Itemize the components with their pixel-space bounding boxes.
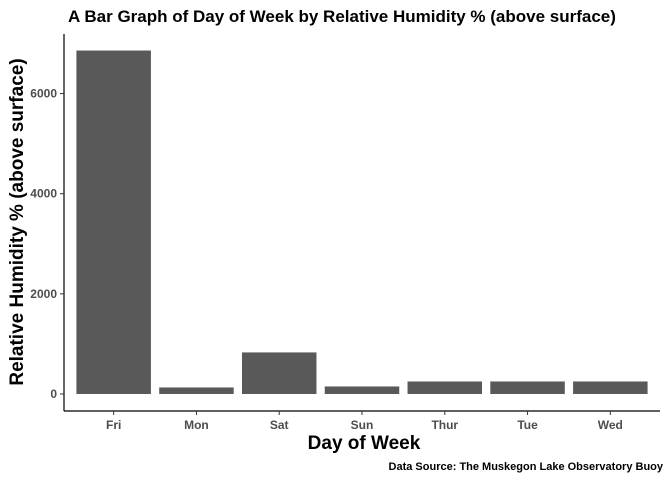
bar-tue: [490, 381, 565, 394]
y-axis-ticks: 0 2000 4000 6000: [30, 87, 64, 401]
x-tick-label: Tue: [517, 418, 538, 432]
bar-sat: [241, 352, 317, 394]
x-tick-label: Sat: [270, 418, 289, 432]
data-source-caption: Data Source: The Muskegon Lake Observato…: [389, 461, 664, 473]
bar-fri: [76, 50, 151, 394]
x-tick-label: Wed: [598, 418, 623, 432]
x-axis-ticks: Fri Mon Sat Sun Thur Tue Wed: [106, 411, 623, 432]
x-tick-label: Thur: [431, 418, 458, 432]
x-axis-label: Day of Week: [308, 433, 421, 454]
bar-mon: [159, 387, 234, 394]
y-axis-label: Relative Humidity % (above surface): [7, 58, 28, 385]
y-tick-label: 6000: [30, 87, 57, 101]
bars-group: [76, 50, 648, 394]
y-tick-label: 0: [50, 387, 57, 401]
y-tick-label: 2000: [30, 287, 57, 301]
x-tick-label: Mon: [184, 418, 209, 432]
chart-title: A Bar Graph of Day of Week by Relative H…: [68, 7, 616, 26]
bar-thur: [407, 381, 483, 394]
bar-sun: [324, 386, 400, 394]
y-tick-label: 4000: [30, 187, 57, 201]
bar-wed: [573, 381, 648, 394]
x-tick-label: Sun: [351, 418, 374, 432]
x-tick-label: Fri: [106, 418, 121, 432]
